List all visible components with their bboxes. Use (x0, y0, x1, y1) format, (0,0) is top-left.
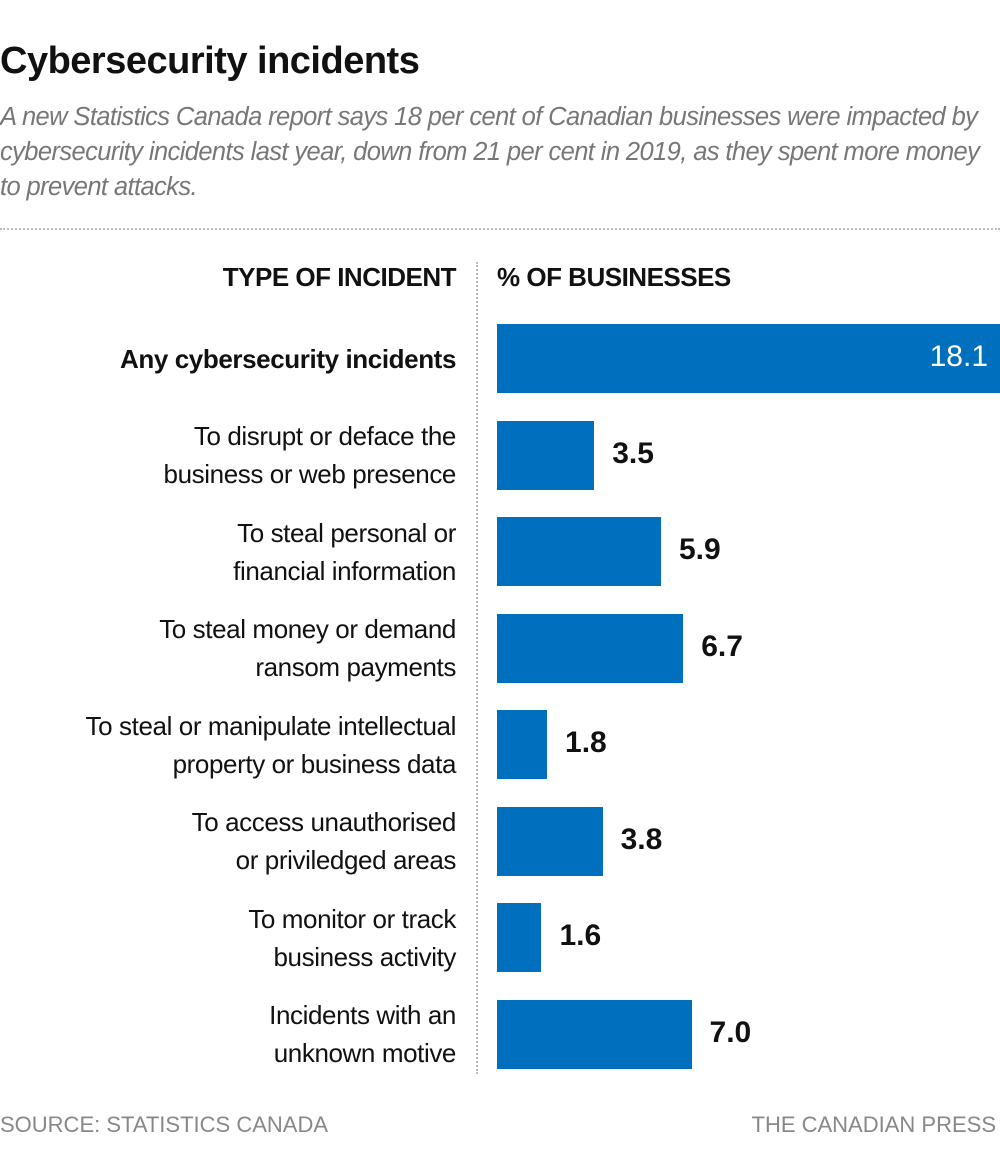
category-label-line: To steal or manipulate intellectual (85, 710, 457, 741)
source-note: SOURCE: STATISTICS CANADA (0, 1112, 329, 1137)
category-label-line: To monitor or track (248, 903, 456, 934)
bar (497, 517, 661, 586)
category-header: TYPE OF INCIDENT (222, 262, 457, 292)
category-label: To monitor or track business activity (0, 900, 456, 976)
value-header: % OF BUSINESSES (497, 262, 731, 292)
category-label: To steal money or demand ransom payments (0, 610, 456, 686)
column-divider (476, 262, 478, 1074)
category-label-line: property or business data (172, 748, 457, 779)
category-label-line: To steal money or demand (159, 614, 456, 644)
category-label-line: To disrupt or deface the (193, 421, 457, 451)
category-label-line: business activity (273, 941, 457, 972)
value-label: 5.9 (678, 533, 721, 566)
category-label-line: business or web presence (163, 459, 457, 489)
bar (497, 710, 548, 779)
divider (0, 228, 1000, 230)
value-label: 1.8 (565, 726, 607, 759)
value-label: 1.6 (559, 919, 602, 952)
category-label-line: To access unauthorised (191, 807, 457, 837)
category-label-line: Incidents with an (269, 1000, 456, 1030)
bar (497, 613, 684, 683)
category-label: To access unauthorised or priviledged are… (0, 803, 457, 879)
value-label: 3.8 (620, 822, 663, 856)
category-label-line: To steal personal or (237, 517, 456, 548)
bar (497, 420, 595, 490)
credit: THE CANADIAN PRESS (751, 1112, 997, 1137)
category-label: To steal or manipulate intellectual prope… (0, 707, 457, 783)
category-label-line: Any cybersecurity incidents (120, 343, 456, 374)
category-label-line: or priviledged areas (235, 845, 457, 875)
bar (497, 324, 1000, 393)
category-label: Incidents with an unknown motive (0, 996, 456, 1072)
bar (497, 999, 692, 1069)
value-label: 7.0 (709, 1015, 752, 1049)
chart-subtitle: A new Statistics Canada report says 18 p… (0, 103, 980, 201)
category-label: To steal personal or financial informatio… (0, 514, 456, 590)
chart-title: Cybersecurity incidents (0, 40, 420, 82)
bar (497, 903, 542, 972)
value-label: 18.1 (929, 340, 988, 373)
category-label-line: financial information (233, 555, 456, 586)
bar (497, 806, 603, 876)
category-label: To disrupt or deface the business or web … (0, 417, 457, 493)
category-label-line: ransom payments (255, 652, 456, 682)
category-label-line: unknown motive (273, 1038, 457, 1068)
value-label: 6.7 (701, 629, 743, 663)
value-label: 3.5 (612, 436, 654, 470)
category-label: Any cybersecurity incidents (0, 340, 456, 378)
